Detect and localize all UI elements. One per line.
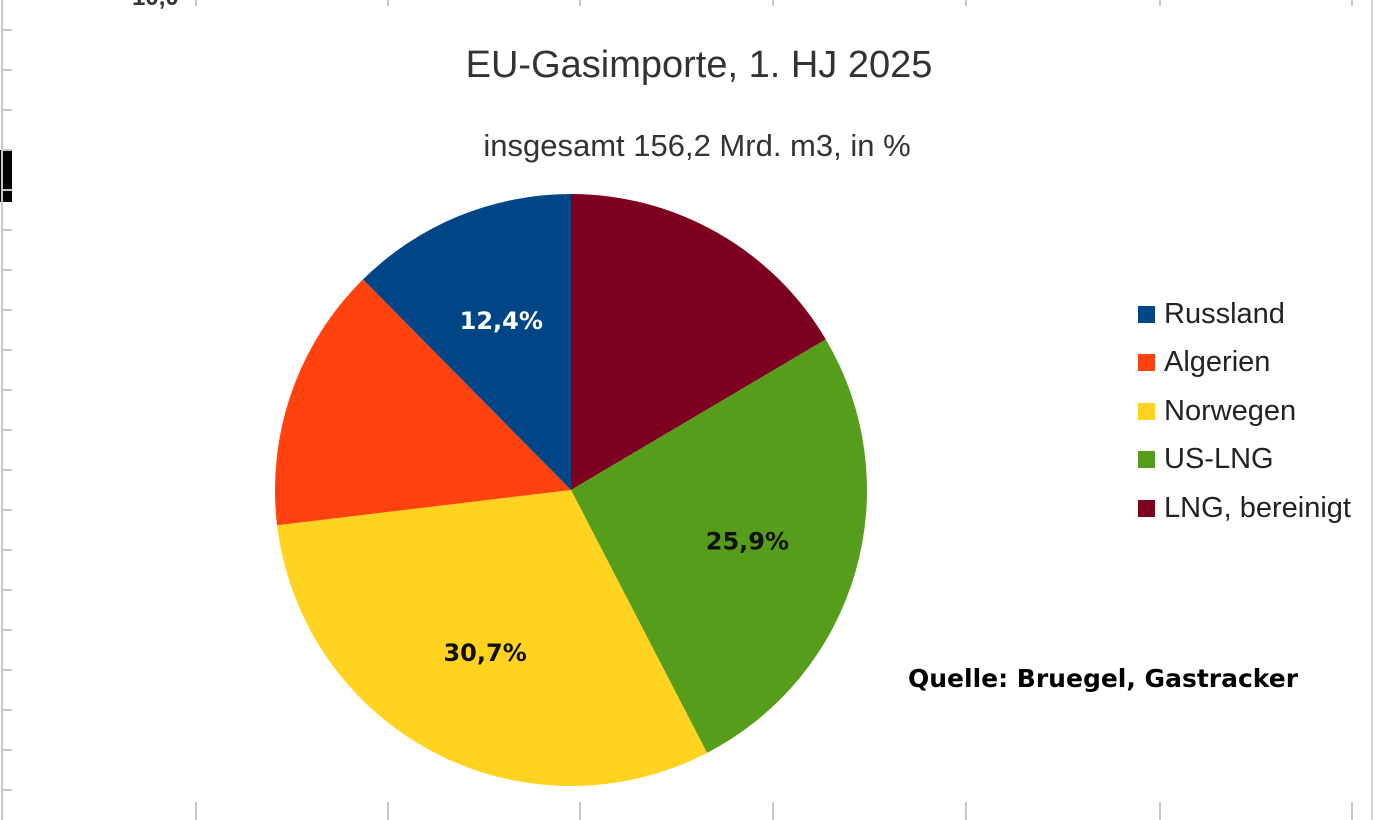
legend-item: Norwegen [1138,387,1351,436]
data-label-norwegen: 30,7% [443,639,526,667]
legend-swatch [1138,402,1155,420]
legend-item: Algerien [1138,339,1351,388]
legend-item: LNG, bereinigt [1138,484,1351,533]
cropped-top-label: 10,0 [132,0,179,12]
legend-label: LNG, bereinigt [1164,491,1351,524]
data-label-russland: 12,4% [460,307,543,335]
pie-slice-norwegen [277,490,708,786]
legend-swatch [1138,451,1155,469]
legend-swatch [1138,305,1155,323]
chart-legend: Russland Algerien Norwegen US-LNG LNG, berei… [1138,290,1351,533]
pie-slice-us-lng [571,339,868,753]
legend-label: Algerien [1164,346,1271,379]
legend-item: Russland [1138,290,1351,339]
legend-label: Norwegen [1164,394,1297,427]
legend-item: US-LNG [1138,436,1351,485]
chart-subtitle: insgesamt 156,2 Mrd. m3, in % [483,128,911,163]
pie-slice-russland [363,194,571,490]
pie-slice-algerien [275,279,571,526]
legend-swatch [1138,354,1155,372]
source-note: Quelle: Bruegel, Gastracker [908,664,1299,693]
pie-slice-lng-bereinigt [571,194,826,490]
chart-title: EU-Gasimporte, 1. HJ 2025 [465,44,933,86]
legend-swatch [1138,499,1155,517]
legend-label: US-LNG [1164,443,1274,476]
legend-label: Russland [1164,297,1285,330]
data-label-us-lng: 25,9% [706,528,789,556]
